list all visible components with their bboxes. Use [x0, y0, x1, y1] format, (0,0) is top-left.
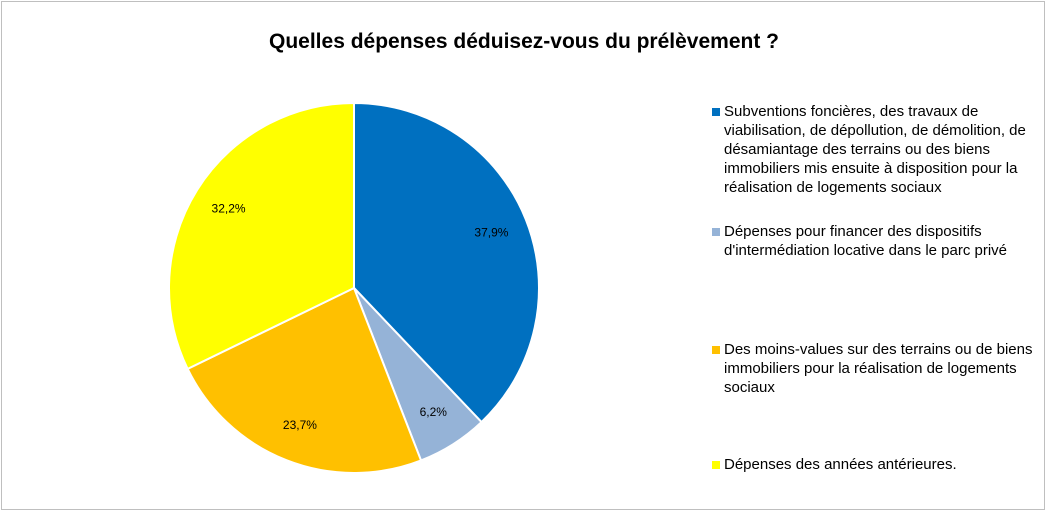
legend-swatch	[712, 461, 720, 469]
legend-label: Des moins-values sur des terrains ou de …	[724, 341, 1033, 396]
legend-label: Subventions foncières, des travaux de vi…	[724, 103, 1026, 196]
data-label: 23,7%	[283, 418, 317, 432]
legend-item: Dépenses pour financer des dispositifs d…	[712, 222, 1042, 260]
chart-title: Quelles dépenses déduisez-vous du prélèv…	[269, 30, 779, 53]
data-label: 37,9%	[474, 225, 508, 239]
pie-slice	[186, 286, 423, 474]
legend-swatch	[712, 228, 720, 236]
legend-item: Subventions foncières, des travaux de vi…	[712, 102, 1042, 197]
legend-item: Des moins-values sur des terrains ou de …	[712, 340, 1042, 397]
pie-slice	[353, 101, 540, 424]
pie-slice	[168, 101, 355, 371]
legend-label: Dépenses des années antérieures.	[724, 456, 957, 473]
legend-label: Dépenses pour financer des dispositifs d…	[724, 223, 1008, 259]
legend-item: Dépenses des années antérieures.	[712, 455, 1042, 474]
data-label: 32,2%	[212, 202, 246, 216]
legend-swatch	[712, 108, 720, 116]
legend-swatch	[712, 346, 720, 354]
data-label: 6,2%	[420, 405, 448, 419]
